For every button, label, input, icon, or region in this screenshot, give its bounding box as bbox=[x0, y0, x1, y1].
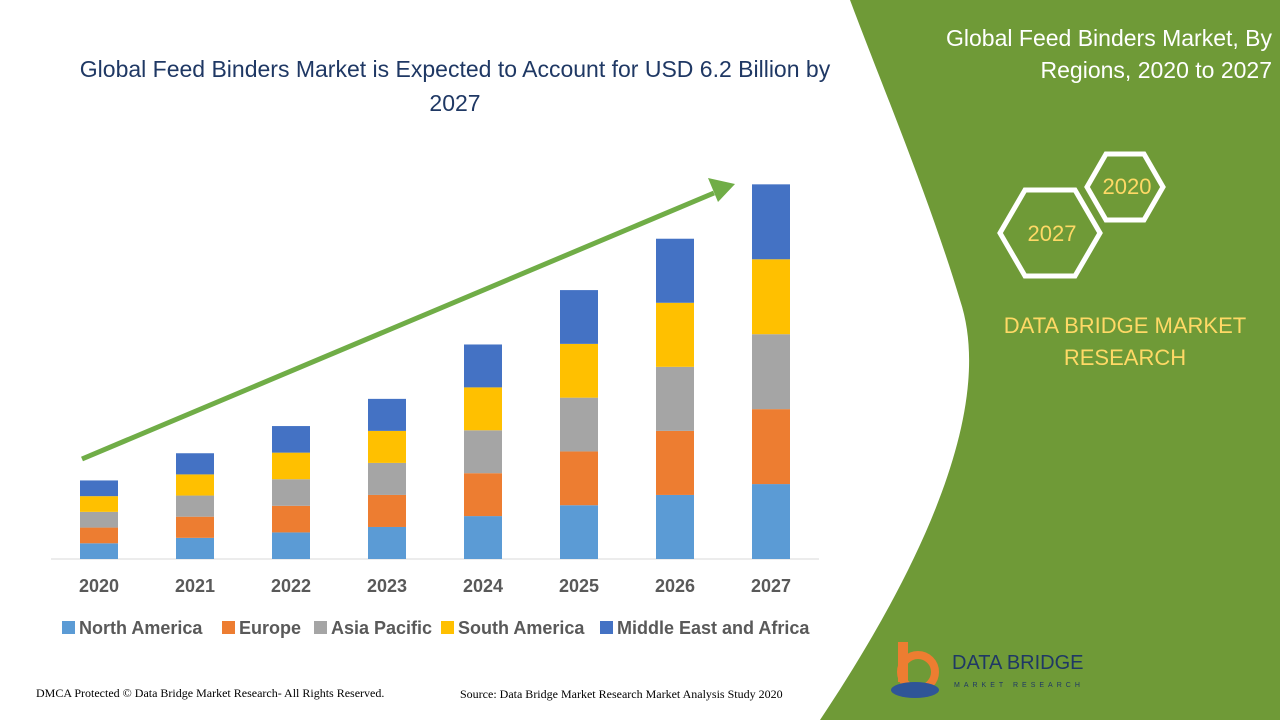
bar-segment bbox=[464, 430, 502, 474]
bar-segment bbox=[464, 473, 502, 517]
bar-segment bbox=[656, 302, 694, 367]
chart-title: Global Feed Binders Market is Expected t… bbox=[79, 56, 831, 116]
bar-segment bbox=[560, 290, 598, 344]
logo-text: DATA BRIDGE bbox=[952, 652, 1084, 674]
bar-segment bbox=[272, 426, 310, 453]
bar-segment bbox=[560, 397, 598, 452]
bar-segment bbox=[560, 451, 598, 506]
bar-segment bbox=[80, 511, 118, 528]
hex-label: 2020 bbox=[1103, 174, 1152, 199]
side-panel bbox=[820, 0, 1280, 720]
legend-label: Europe bbox=[239, 618, 301, 638]
panel-title: Global Feed Binders Market, By Regions, … bbox=[946, 25, 1272, 83]
x-tick-label: 2025 bbox=[559, 576, 599, 596]
legend-label: Asia Pacific bbox=[331, 618, 432, 638]
bar-segment bbox=[176, 516, 214, 538]
x-tick-label: 2023 bbox=[367, 576, 407, 596]
bar-segment bbox=[80, 496, 118, 512]
hexagon bbox=[997, 187, 1103, 279]
legend-swatch bbox=[600, 621, 613, 634]
bar-segment bbox=[464, 344, 502, 388]
legend-label: Middle East and Africa bbox=[617, 618, 810, 638]
bar-segment bbox=[752, 184, 790, 260]
legend-swatch bbox=[441, 621, 454, 634]
bar-segment bbox=[176, 537, 214, 559]
bar-segment bbox=[656, 494, 694, 559]
bar-segment bbox=[272, 479, 310, 506]
bar-segment bbox=[80, 543, 118, 559]
logo: DATA BRIDGE MARKET RESEARCH bbox=[891, 642, 1084, 698]
bar-segment bbox=[752, 409, 790, 485]
bar-segment bbox=[560, 505, 598, 559]
x-tick-label: 2022 bbox=[271, 576, 311, 596]
bar-segment bbox=[464, 387, 502, 431]
bar-segment bbox=[368, 526, 406, 559]
logo-tagline: MARKET RESEARCH bbox=[954, 682, 1084, 689]
bar-segment bbox=[80, 480, 118, 497]
bar-segment bbox=[464, 516, 502, 559]
bar-segment bbox=[80, 527, 118, 544]
legend-swatch bbox=[314, 621, 327, 634]
x-tick-label: 2020 bbox=[79, 576, 119, 596]
arrow-head bbox=[708, 178, 735, 202]
bar-segment bbox=[752, 259, 790, 335]
bar-segment bbox=[368, 430, 406, 463]
footer-source: Source: Data Bridge Market Research Mark… bbox=[460, 687, 783, 701]
bar-segment bbox=[272, 452, 310, 480]
bar-segment bbox=[656, 366, 694, 431]
bar-segment bbox=[368, 494, 406, 527]
bar-segment bbox=[176, 453, 214, 475]
legend-swatch bbox=[62, 621, 75, 634]
bar-segment bbox=[368, 462, 406, 495]
hex-label: 2027 bbox=[1028, 221, 1077, 246]
bar-segment bbox=[656, 430, 694, 495]
x-tick-label: 2021 bbox=[175, 576, 215, 596]
x-tick-label: 2027 bbox=[751, 576, 791, 596]
legend-label: South America bbox=[458, 618, 585, 638]
bar-segment bbox=[752, 334, 790, 410]
bar-segment bbox=[752, 484, 790, 559]
legend-swatch bbox=[222, 621, 235, 634]
brand-text: DATA BRIDGE MARKET RESEARCH bbox=[1003, 313, 1247, 370]
legend-label: North America bbox=[79, 618, 203, 638]
trend-arrow bbox=[81, 190, 715, 462]
x-tick-label: 2026 bbox=[655, 576, 695, 596]
bar-segment bbox=[176, 495, 214, 517]
bar-segment bbox=[176, 474, 214, 496]
bar-segment bbox=[272, 505, 310, 533]
logo-mark bbox=[891, 682, 939, 698]
hexagon bbox=[1084, 151, 1166, 223]
footer-rights: DMCA Protected © Data Bridge Market Rese… bbox=[36, 686, 384, 700]
bar-segment bbox=[272, 532, 310, 559]
bar-segment bbox=[656, 238, 694, 303]
x-tick-label: 2024 bbox=[463, 576, 503, 596]
bar-segment bbox=[560, 343, 598, 398]
bar-segment bbox=[368, 398, 406, 431]
